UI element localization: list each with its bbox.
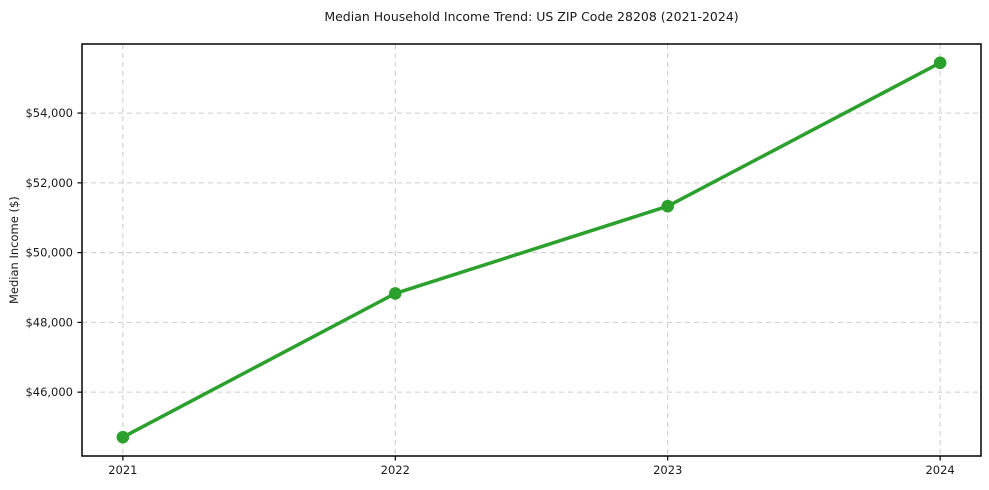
y-tick-label: $48,000	[25, 315, 73, 329]
x-tick-label: 2022	[381, 463, 410, 477]
plot-border	[81, 43, 982, 457]
y-tick-label: $46,000	[25, 385, 73, 399]
y-tick-label: $52,000	[25, 176, 73, 190]
x-tick-label: 2023	[653, 463, 682, 477]
data-point-2024	[933, 56, 947, 70]
x-tick-label: 2021	[108, 463, 137, 477]
y-tick-label: $50,000	[25, 246, 73, 260]
chart-title: Median Household Income Trend: US ZIP Co…	[324, 9, 739, 24]
data-point-2023	[661, 199, 675, 213]
x-tick-label: 2024	[925, 463, 954, 477]
data-point-2021	[116, 430, 130, 444]
data-point-2022	[388, 287, 402, 300]
y-tick-label: $54,000	[25, 106, 73, 120]
trend-line	[121, 61, 942, 439]
